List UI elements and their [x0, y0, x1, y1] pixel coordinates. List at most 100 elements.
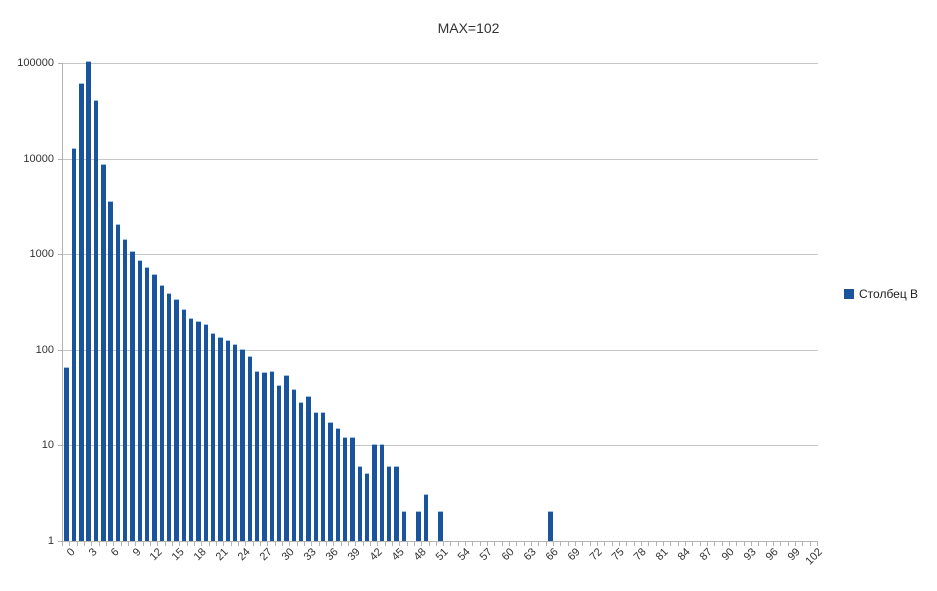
- x-axis-label: 99: [785, 546, 803, 564]
- x-axis-tick: [545, 542, 547, 546]
- bar: [152, 274, 157, 541]
- x-axis-tick: [340, 542, 342, 546]
- bar: [299, 401, 304, 541]
- y-axis-tick: [58, 158, 62, 160]
- bar: [401, 511, 407, 541]
- x-axis-label: 18: [191, 546, 210, 564]
- gridline: [63, 158, 818, 160]
- bar: [416, 511, 421, 541]
- x-axis-label: 81: [653, 546, 671, 564]
- bar: [225, 339, 231, 541]
- x-axis-tick: [501, 542, 503, 546]
- x-axis-tick: [472, 542, 474, 546]
- x-axis-tick: [208, 542, 210, 546]
- x-axis-label: 57: [477, 546, 495, 564]
- bar: [269, 370, 275, 541]
- x-axis-tick: [179, 542, 181, 546]
- bar: [262, 372, 267, 541]
- bar: [64, 366, 69, 541]
- y-axis-label: 10000: [23, 152, 54, 165]
- x-axis-label: 21: [213, 546, 232, 564]
- bar: [321, 411, 326, 541]
- x-axis-label: 54: [455, 546, 473, 564]
- x-axis-label: 15: [169, 546, 188, 564]
- x-axis-tick: [714, 542, 716, 546]
- x-axis-tick: [523, 542, 525, 546]
- x-axis-tick: [91, 542, 93, 546]
- x-axis-tick: [76, 542, 78, 546]
- bar: [174, 299, 179, 541]
- x-axis-tick: [721, 542, 723, 546]
- bar: [203, 324, 209, 541]
- x-axis-tick: [450, 542, 452, 546]
- x-axis-tick: [83, 542, 85, 546]
- x-axis-tick: [428, 542, 430, 546]
- x-axis-label: 12: [147, 546, 166, 564]
- x-axis-tick: [619, 542, 621, 546]
- bar: [247, 355, 253, 541]
- x-axis-label: 39: [345, 546, 364, 564]
- x-axis-tick: [149, 542, 151, 546]
- x-axis-tick: [465, 542, 467, 546]
- bar: [291, 388, 297, 541]
- x-axis-label: 27: [257, 546, 276, 564]
- y-axis-tick: [58, 541, 62, 542]
- bar: [364, 473, 370, 541]
- x-axis-tick: [406, 542, 408, 546]
- bar: [438, 511, 443, 541]
- bar: [71, 148, 77, 541]
- x-axis-tick: [604, 542, 606, 546]
- x-axis-label: 90: [719, 546, 737, 564]
- x-axis-tick: [553, 542, 555, 546]
- bar: [328, 422, 333, 541]
- x-axis-tick: [560, 542, 562, 546]
- bar: [357, 465, 363, 541]
- x-axis-tick: [157, 542, 159, 546]
- bar: [548, 511, 553, 541]
- x-axis-label: 42: [367, 546, 386, 564]
- x-axis-tick: [655, 542, 657, 546]
- bar: [284, 375, 289, 541]
- gridline: [63, 349, 818, 351]
- x-axis-tick: [413, 542, 415, 546]
- x-axis-tick: [230, 542, 232, 546]
- x-axis-label: 66: [543, 546, 561, 564]
- x-axis-tick: [362, 542, 364, 546]
- x-axis-label: 9: [130, 546, 144, 559]
- bar: [167, 293, 172, 541]
- x-axis-tick: [443, 542, 445, 546]
- bar: [211, 333, 216, 541]
- x-axis-label: 93: [741, 546, 759, 564]
- x-axis-label: 87: [697, 546, 715, 564]
- x-axis-tick: [237, 542, 239, 546]
- x-axis-tick: [421, 542, 423, 546]
- y-axis-tick: [58, 349, 62, 351]
- bar: [145, 266, 150, 541]
- x-axis-tick: [736, 542, 738, 546]
- bar: [196, 321, 201, 541]
- bar: [277, 384, 282, 541]
- x-axis-tick: [186, 542, 188, 546]
- x-axis-label: 24: [235, 546, 254, 564]
- x-axis-tick: [538, 542, 540, 546]
- bar: [137, 259, 143, 541]
- x-axis-tick: [787, 542, 789, 546]
- bar: [386, 465, 392, 541]
- x-axis-tick: [333, 542, 335, 546]
- bar: [394, 465, 399, 541]
- x-axis-tick: [743, 542, 745, 546]
- x-axis-tick: [758, 542, 760, 546]
- x-axis-tick: [135, 542, 137, 546]
- bar: [108, 201, 113, 541]
- y-axis-tick: [58, 63, 62, 64]
- y-axis-label: 100000: [17, 57, 54, 69]
- x-axis-tick: [164, 542, 166, 546]
- x-axis-tick: [215, 542, 217, 546]
- x-axis-tick: [347, 542, 349, 546]
- bar: [343, 436, 348, 541]
- bar: [101, 163, 106, 541]
- x-axis-label: 102: [803, 546, 825, 568]
- bar: [115, 224, 121, 541]
- x-axis-tick: [69, 542, 71, 546]
